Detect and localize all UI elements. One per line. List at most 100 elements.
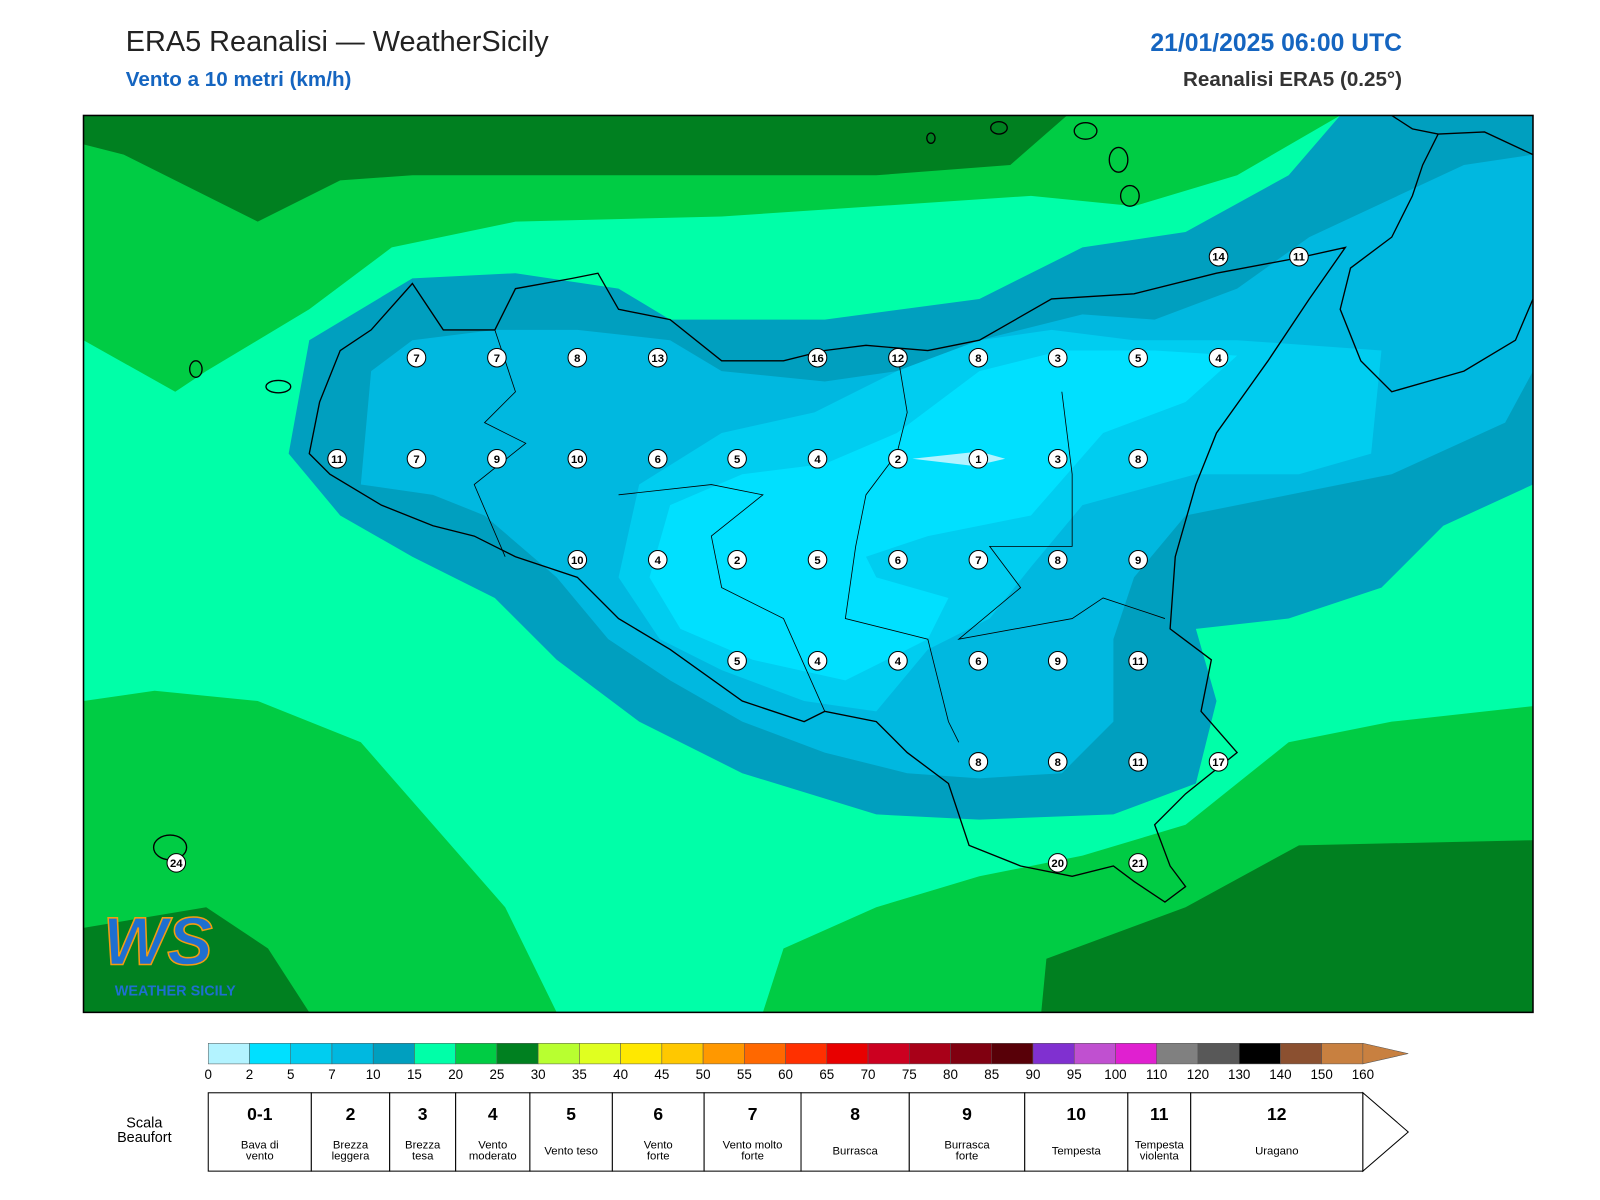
- station-marker: [968, 549, 989, 570]
- colorbar-segment: [950, 1043, 993, 1065]
- colorbar-tick-label: 10: [366, 1067, 381, 1082]
- beaufort-name: Burrasca: [944, 1139, 990, 1151]
- station-marker: [888, 347, 908, 368]
- colorbar-segment: [744, 1043, 786, 1065]
- beaufort-force: 8: [850, 1104, 860, 1124]
- beaufort-force: 12: [1267, 1104, 1287, 1124]
- colorbar-segment: [579, 1043, 621, 1065]
- colorbar-segment: [1321, 1043, 1364, 1065]
- station-marker: [487, 448, 507, 469]
- colorbar-segment: [1115, 1043, 1157, 1065]
- beaufort-cell: [611, 1092, 705, 1172]
- station-value: 11: [331, 454, 343, 466]
- station-value: 8: [574, 353, 580, 365]
- station-marker: [647, 549, 668, 570]
- colorbar-tick-label: 25: [489, 1067, 504, 1082]
- station-value: 8: [1135, 454, 1141, 466]
- stations: 7 7 8 13 16 12 8 3 5 411 7 9 10 6 5 4 2 1 3 810 4 2 5 6 7 8 95 4 4 6 9…: [166, 246, 1309, 873]
- colorbar-tick-label: 35: [572, 1067, 587, 1082]
- colorbar-segment: [414, 1043, 456, 1065]
- source: Reanalisi ERA5 (0.25°): [1183, 68, 1402, 91]
- logo-mark: WS: [103, 903, 213, 979]
- map-frame: [82, 114, 1534, 1014]
- beaufort-name: violenta: [1140, 1151, 1180, 1163]
- station-marker: [807, 448, 828, 469]
- station-value: 13: [651, 353, 664, 365]
- station-marker: [406, 347, 427, 368]
- colorbar-tick-label: 65: [819, 1067, 834, 1082]
- island: [926, 132, 936, 144]
- beaufort-cell: [1190, 1092, 1364, 1172]
- station-value: 9: [494, 454, 500, 466]
- station-marker: [1128, 752, 1148, 772]
- station-value: 7: [413, 353, 419, 365]
- wind-contour: [83, 115, 1341, 392]
- station-marker: [487, 347, 507, 368]
- colorbar-tick-label: 5: [287, 1067, 294, 1082]
- colorbar-segment: [1032, 1043, 1075, 1065]
- station-marker: [968, 448, 989, 469]
- station-marker: [1047, 853, 1068, 873]
- beaufort-name: Vento: [644, 1139, 673, 1151]
- colorbar-tick-label: 140: [1269, 1067, 1291, 1082]
- station-marker: [1128, 651, 1148, 671]
- colorbar-tick-label: 20: [448, 1067, 463, 1082]
- station-value: 21: [1132, 858, 1145, 870]
- beaufort-cell: [800, 1092, 910, 1172]
- title: ERA5 Reanalisi — WeatherSicily: [126, 26, 549, 58]
- colorbar-tick-label: 2: [246, 1067, 253, 1082]
- station-marker: [1047, 651, 1068, 671]
- beaufort-label: Beaufort: [117, 1130, 172, 1146]
- beaufort-force: 0-1: [247, 1104, 273, 1124]
- station-value: 6: [655, 454, 661, 466]
- station-value: 16: [811, 353, 824, 365]
- colorbar-segment: [1073, 1043, 1116, 1065]
- station-marker: [1208, 752, 1229, 772]
- colorbar-tick-label: 70: [861, 1067, 876, 1082]
- colorbar: 0 2 5 7 10 15 20 25 30 35 40 45 50 55 60 65 70 75 80 85 90 95…: [205, 1042, 1409, 1082]
- station-value: 7: [975, 555, 981, 567]
- station-marker: [968, 752, 989, 772]
- station-value: 5: [734, 454, 740, 466]
- island: [189, 360, 203, 378]
- beaufort-label: Scala: [126, 1116, 163, 1132]
- beaufort-name: forte: [741, 1151, 764, 1163]
- coastline: [1391, 115, 1533, 156]
- beaufort-force: 10: [1067, 1104, 1087, 1124]
- colorbar-tick-label: 85: [984, 1067, 999, 1082]
- station-value: 24: [170, 858, 183, 870]
- colorbar-segment: [290, 1043, 333, 1065]
- beaufort-cell: [389, 1092, 457, 1172]
- station-marker: [647, 347, 668, 368]
- colorbar-segment: [620, 1043, 663, 1065]
- wind-contour: [1041, 840, 1533, 1013]
- station-value: 9: [1135, 555, 1141, 567]
- station-value: 10: [571, 555, 584, 567]
- island: [1108, 146, 1129, 173]
- station-marker: [567, 549, 588, 570]
- station-value: 4: [814, 656, 821, 668]
- beaufort-force: 2: [346, 1104, 356, 1124]
- beaufort-name: leggera: [332, 1151, 370, 1163]
- beaufort-cell: [207, 1092, 312, 1172]
- station-value: 3: [1055, 353, 1061, 365]
- colorbar-tick-label: 45: [654, 1067, 669, 1082]
- island: [990, 120, 1008, 135]
- station-value: 10: [571, 454, 584, 466]
- colorbar-tick-label: 55: [737, 1067, 752, 1082]
- province-border: [844, 350, 960, 743]
- station-marker: [727, 448, 747, 469]
- station-value: 5: [814, 555, 820, 567]
- beaufort-name: Vento: [478, 1139, 507, 1151]
- map: WS WEATHER SICILY 7 7 8 13 16 12 8 3 5 411 7 9 10 6 5 4…: [83, 115, 1533, 1013]
- station-marker: [1128, 549, 1148, 570]
- wind-contour: [83, 115, 1068, 222]
- beaufort-name: Bava di: [241, 1139, 279, 1151]
- station-marker: [888, 651, 908, 671]
- colorbar-tick-label: 15: [407, 1067, 422, 1082]
- logo-text: WEATHER SICILY: [115, 984, 236, 1000]
- colorbar-segment: [372, 1043, 415, 1065]
- station-marker: [1128, 448, 1148, 469]
- colorbar-segment: [331, 1043, 374, 1065]
